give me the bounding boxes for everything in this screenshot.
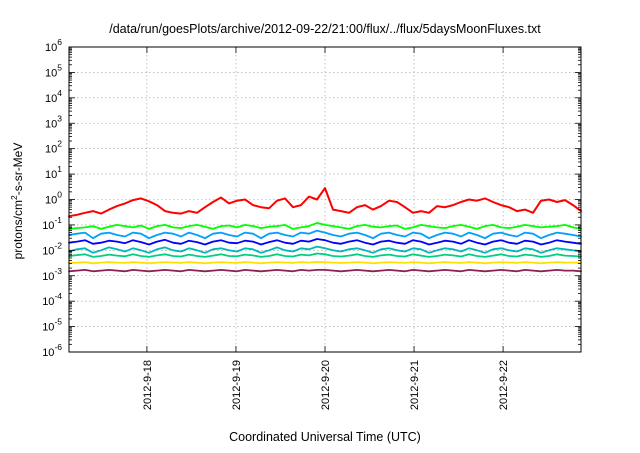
series-line-1	[68, 187, 582, 218]
y-tick-label: 10-1	[42, 215, 62, 232]
y-tick-label: 10-2	[42, 240, 62, 257]
chart-title: /data/run/goesPlots/archive/2012-09-22/2…	[109, 22, 541, 36]
x-tick-label: 2012-9-22	[498, 360, 510, 410]
x-tick-label: 2012-9-19	[231, 360, 243, 410]
axis-ticks	[69, 46, 581, 353]
y-tick-label: 106	[45, 37, 62, 54]
y-tick-label: 10-5	[42, 317, 62, 334]
y-tick-label: 103	[45, 113, 62, 130]
y-axis-tick-labels: 10-6 10-5 10-4 10-3 10-2 10-1 100 101 102 103 104 1…	[42, 37, 62, 359]
series-line-2	[68, 221, 582, 230]
y-tick-label: 100	[45, 190, 62, 207]
y-tick-label: 101	[45, 164, 62, 181]
series-line-5	[68, 245, 582, 254]
y-axis-label-main: protons/cm	[11, 200, 25, 259]
y-axis-label-superscript: 2	[9, 195, 19, 200]
x-axis-tick-labels: 2012-9-18 2012-9-19 2012-9-20 2012-9-21 2012…	[142, 360, 510, 410]
y-tick-label: 104	[45, 88, 62, 105]
series-line-8	[68, 268, 582, 273]
x-axis-label: Coordinated Universal Time (UTC)	[229, 430, 421, 444]
y-tick-label: 105	[45, 62, 62, 79]
data-series	[68, 187, 582, 273]
series-line-6	[68, 252, 582, 258]
y-tick-label: 10-3	[42, 266, 62, 283]
series-line-7	[68, 260, 582, 265]
y-tick-label: 102	[45, 139, 62, 156]
x-tick-label: 2012-9-21	[409, 360, 421, 410]
x-tick-label: 2012-9-20	[320, 360, 332, 410]
y-axis-label: protons/cm2-s-sr-MeV	[9, 143, 25, 260]
x-tick-label: 2012-9-18	[142, 360, 154, 410]
y-tick-label: 10-6	[42, 342, 62, 359]
y-axis-label-tail: -s-sr-MeV	[11, 143, 25, 196]
y-tick-label: 10-4	[42, 291, 62, 308]
series-line-4	[68, 238, 582, 246]
series-line-3	[68, 229, 582, 240]
